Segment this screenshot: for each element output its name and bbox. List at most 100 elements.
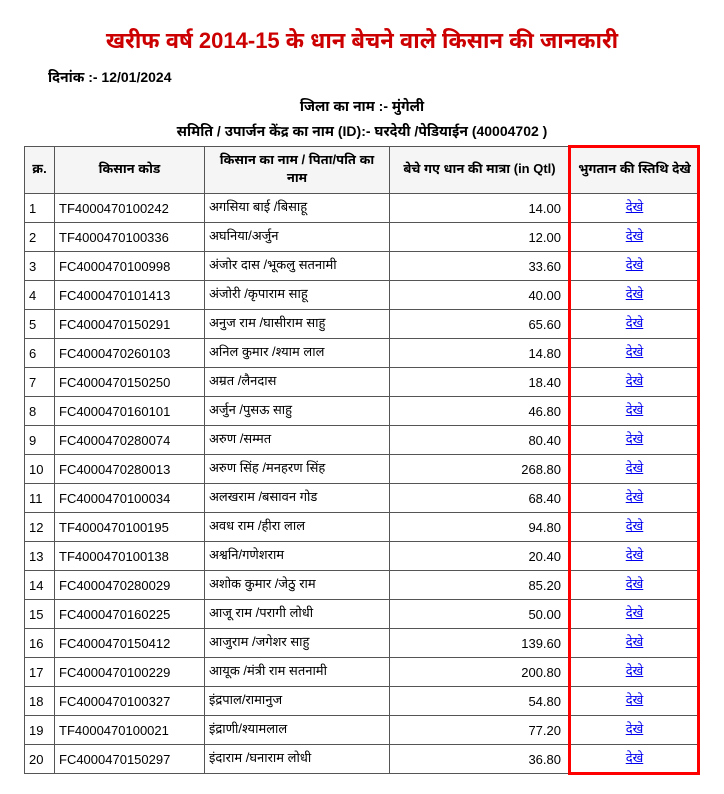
- cell-link: देखे: [570, 194, 700, 223]
- cell-qty: 33.60: [390, 252, 570, 281]
- table-row: 2TF4000470100336अघनिया/अर्जुन12.00देखे: [25, 223, 700, 252]
- table-row: 8FC4000470160101अर्जुन /पुसऊ साहु46.80दे…: [25, 397, 700, 426]
- cell-code: FC4000470150250: [55, 368, 205, 397]
- cell-link: देखे: [570, 745, 700, 774]
- cell-sn: 4: [25, 281, 55, 310]
- cell-code: FC4000470100998: [55, 252, 205, 281]
- cell-name: अनिल कुमार /श्याम लाल: [205, 339, 390, 368]
- th-sn: क्र.: [25, 147, 55, 194]
- table-header-row: क्र. किसान कोड किसान का नाम / पिता/पति क…: [25, 147, 700, 194]
- page-title: खरीफ वर्ष 2014-15 के धान बेचने वाले किसा…: [10, 28, 714, 57]
- cell-code: FC4000470160225: [55, 600, 205, 629]
- view-link[interactable]: देखे: [626, 663, 644, 678]
- cell-code: FC4000470150291: [55, 310, 205, 339]
- cell-sn: 19: [25, 716, 55, 745]
- table-row: 18FC4000470100327इंद्रपाल/रामानुज54.80 दे…: [25, 687, 700, 716]
- cell-name: अरुण /सम्मत: [205, 426, 390, 455]
- th-name: किसान का नाम / पिता/पति का नाम: [205, 147, 390, 194]
- cell-link: देखे: [570, 571, 700, 600]
- table-row: 19TF4000470100021इंद्राणी/श्यामलाल77.20द…: [25, 716, 700, 745]
- view-link[interactable]: देखे: [626, 199, 644, 214]
- view-link[interactable]: देखे: [626, 518, 644, 533]
- view-link[interactable]: देखे: [626, 750, 644, 765]
- cell-code: FC4000470100327: [55, 687, 205, 716]
- th-code: किसान कोड: [55, 147, 205, 194]
- view-link[interactable]: देखे: [626, 605, 644, 620]
- cell-sn: 15: [25, 600, 55, 629]
- cell-qty: 139.60: [390, 629, 570, 658]
- view-link[interactable]: देखे: [626, 286, 644, 301]
- table-row: 11FC4000470100034अलखराम /बसावन गोड68.40द…: [25, 484, 700, 513]
- view-link[interactable]: देखे: [626, 692, 644, 707]
- cell-link: देखे: [570, 397, 700, 426]
- cell-qty: 46.80: [390, 397, 570, 426]
- table-row: 1TF4000470100242अगसिया बाई /बिसाहू14.00द…: [25, 194, 700, 223]
- cell-qty: 12.00: [390, 223, 570, 252]
- farmer-table: क्र. किसान कोड किसान का नाम / पिता/पति क…: [24, 146, 700, 774]
- view-link[interactable]: देखे: [626, 431, 644, 446]
- cell-code: FC4000470101413: [55, 281, 205, 310]
- cell-name: अर्जुन /पुसऊ साहु: [205, 397, 390, 426]
- cell-link: देखे: [570, 368, 700, 397]
- cell-link: देखे: [570, 629, 700, 658]
- table-row: 6FC4000470260103अनिल कुमार /श्याम लाल14.…: [25, 339, 700, 368]
- table-container: क्र. किसान कोड किसान का नाम / पिता/पति क…: [24, 146, 700, 774]
- view-link[interactable]: देखे: [626, 576, 644, 591]
- view-link[interactable]: देखे: [626, 402, 644, 417]
- cell-code: FC4000470280013: [55, 455, 205, 484]
- cell-sn: 18: [25, 687, 55, 716]
- cell-name: अनुज राम /घासीराम साहु: [205, 310, 390, 339]
- cell-qty: 54.80: [390, 687, 570, 716]
- cell-link: देखे: [570, 716, 700, 745]
- district-label: जिला का नाम :- मुंगेली: [10, 98, 714, 117]
- cell-sn: 11: [25, 484, 55, 513]
- cell-qty: 77.20: [390, 716, 570, 745]
- table-row: 7FC4000470150250अम्रत /लैनदास18.40देखे: [25, 368, 700, 397]
- view-link[interactable]: देखे: [626, 315, 644, 330]
- view-link[interactable]: देखे: [626, 373, 644, 388]
- cell-sn: 13: [25, 542, 55, 571]
- table-row: 9FC4000470280074अरुण /सम्मत80.40देखे: [25, 426, 700, 455]
- cell-name: अम्रत /लैनदास: [205, 368, 390, 397]
- table-row: 20FC4000470150297इंदाराम /घनाराम लोधी36.…: [25, 745, 700, 774]
- cell-name: अंजोरी /कृपाराम साहू: [205, 281, 390, 310]
- cell-sn: 6: [25, 339, 55, 368]
- cell-name: अलखराम /बसावन गोड: [205, 484, 390, 513]
- date-label: दिनांक :- 12/01/2024: [48, 69, 714, 88]
- cell-qty: 65.60: [390, 310, 570, 339]
- view-link[interactable]: देखे: [626, 547, 644, 562]
- cell-code: TF4000470100021: [55, 716, 205, 745]
- cell-link: देखे: [570, 455, 700, 484]
- cell-qty: 50.00: [390, 600, 570, 629]
- cell-link: देखे: [570, 252, 700, 281]
- cell-link: देखे: [570, 484, 700, 513]
- cell-sn: 8: [25, 397, 55, 426]
- view-link[interactable]: देखे: [626, 721, 644, 736]
- view-link[interactable]: देखे: [626, 460, 644, 475]
- cell-qty: 85.20: [390, 571, 570, 600]
- cell-qty: 18.40: [390, 368, 570, 397]
- cell-name: आजुराम /जगेशर साहु: [205, 629, 390, 658]
- view-link[interactable]: देखे: [626, 634, 644, 649]
- cell-link: देखे: [570, 339, 700, 368]
- cell-sn: 2: [25, 223, 55, 252]
- cell-name: अवध राम /हीरा लाल: [205, 513, 390, 542]
- cell-sn: 14: [25, 571, 55, 600]
- view-link[interactable]: देखे: [626, 489, 644, 504]
- center-label: समिति / उपार्जन केंद्र का नाम (ID):- घरद…: [10, 123, 714, 142]
- view-link[interactable]: देखे: [626, 344, 644, 359]
- cell-code: TF4000470100336: [55, 223, 205, 252]
- cell-code: TF4000470100195: [55, 513, 205, 542]
- cell-code: FC4000470150297: [55, 745, 205, 774]
- cell-name: अगसिया बाई /बिसाहू: [205, 194, 390, 223]
- cell-code: TF4000470100138: [55, 542, 205, 571]
- cell-qty: 40.00: [390, 281, 570, 310]
- table-row: 12TF4000470100195अवध राम /हीरा लाल94.80द…: [25, 513, 700, 542]
- cell-name: आजू राम /परागी लोधी: [205, 600, 390, 629]
- cell-code: FC4000470100034: [55, 484, 205, 513]
- cell-name: इंद्रपाल/रामानुज: [205, 687, 390, 716]
- cell-link: देखे: [570, 426, 700, 455]
- cell-name: इंदाराम /घनाराम लोधी: [205, 745, 390, 774]
- view-link[interactable]: देखे: [626, 257, 644, 272]
- view-link[interactable]: देखे: [626, 228, 644, 243]
